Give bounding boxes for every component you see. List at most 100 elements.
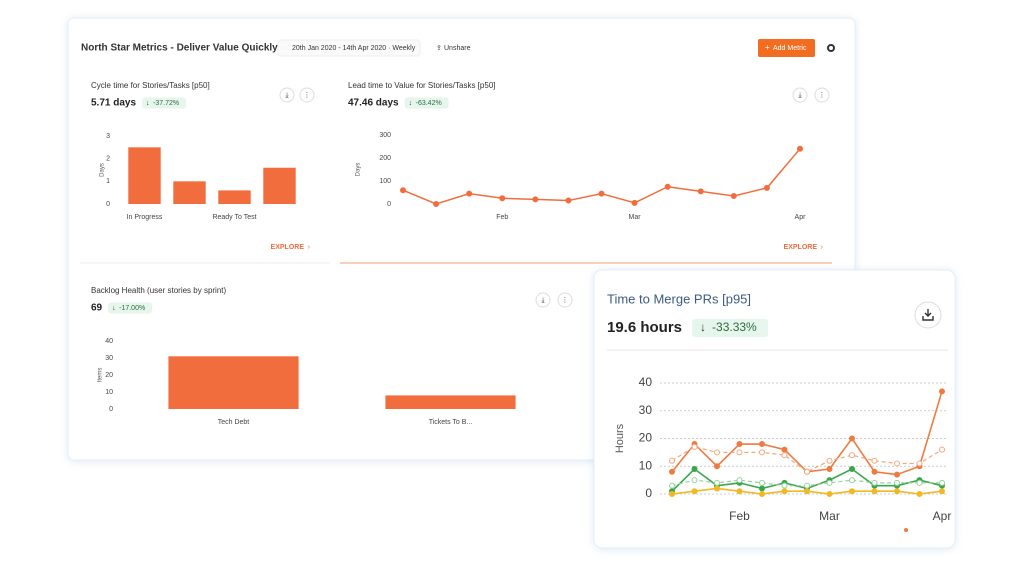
- more-button[interactable]: [814, 87, 830, 103]
- line-point: [759, 479, 765, 486]
- y-tick-label: 0: [109, 406, 113, 413]
- line-point: [631, 199, 638, 206]
- date-pill[interactable]: [277, 39, 421, 57]
- line-point: [804, 488, 810, 495]
- line-point: [871, 488, 878, 495]
- download-button[interactable]: [279, 87, 295, 103]
- settings-icon[interactable]: [827, 44, 835, 52]
- y-tick-label: 2: [106, 156, 110, 163]
- x-tick-label: Ready To Test: [212, 214, 256, 221]
- bar: [173, 181, 206, 204]
- line-point: [781, 482, 788, 489]
- line-point: [826, 466, 833, 473]
- line-point: [736, 477, 743, 484]
- line-point: [849, 477, 855, 484]
- date-range: 20th Jan 2020 - 14th Apr 2020 · Weekly: [292, 45, 416, 52]
- change-value: -33.33%: [712, 320, 757, 334]
- line-point: [759, 485, 765, 492]
- x-tick-label: Feb: [729, 509, 750, 523]
- x-tick-label: Feb: [496, 214, 508, 221]
- y-tick-label: 0: [387, 201, 391, 208]
- bar: [168, 356, 299, 409]
- panel-value: 47.46 days: [348, 98, 399, 109]
- plus-icon: +: [765, 43, 770, 52]
- line-point: [871, 479, 878, 486]
- explore-link[interactable]: EXPLORE: [271, 244, 305, 251]
- explore-link[interactable]: EXPLORE: [784, 244, 818, 251]
- line-point: [691, 488, 698, 495]
- line-point: [664, 183, 671, 190]
- y-tick-label: 30: [639, 403, 653, 417]
- line-point: [714, 485, 720, 492]
- line-point: [826, 491, 833, 497]
- line-point: [894, 460, 900, 467]
- line-point: [939, 488, 945, 495]
- more-button[interactable]: [557, 292, 573, 308]
- change-value: -17.00%: [119, 305, 145, 312]
- line-point: [849, 488, 855, 495]
- legend-dot: [904, 528, 908, 532]
- dashboard-title: North Star Metrics - Deliver Value Quick…: [81, 43, 278, 54]
- line-point: [691, 443, 698, 450]
- line-point: [691, 477, 698, 484]
- line-point: [763, 184, 770, 191]
- explore-chevron: ›: [308, 244, 311, 251]
- more-button[interactable]: [299, 87, 315, 103]
- y-tick-label: 200: [379, 155, 391, 162]
- line-point: [894, 471, 900, 478]
- line-point: [849, 452, 855, 459]
- line-point: [759, 441, 765, 448]
- download-button[interactable]: [535, 292, 551, 308]
- share-link[interactable]: Unshare: [444, 45, 471, 52]
- down-arrow: ↓: [409, 100, 413, 107]
- line-point: [736, 488, 743, 495]
- line-point: [804, 482, 810, 489]
- line-point: [714, 463, 720, 470]
- panel-title: Lead time to Value for Stories/Tasks [p5…: [348, 81, 495, 90]
- line-point: [565, 197, 572, 204]
- line-point: [466, 190, 473, 197]
- y-tick-label: 40: [639, 375, 653, 389]
- x-tick-label: Apr: [795, 214, 807, 221]
- down-arrow: ↓: [146, 100, 150, 107]
- add-metric-button[interactable]: [758, 39, 815, 57]
- line-point: [894, 488, 900, 495]
- panel-value: 69: [91, 303, 103, 314]
- y-axis-label: Items: [98, 368, 104, 383]
- line-point: [804, 468, 810, 475]
- bar: [128, 147, 161, 204]
- bar: [218, 190, 251, 204]
- download-button[interactable]: [792, 87, 808, 103]
- line-point: [781, 446, 788, 453]
- change-pill: [108, 302, 153, 314]
- x-tick-label: Tickets To B...: [429, 419, 473, 426]
- panel-title: Cycle time for Stories/Tasks [p50]: [91, 81, 210, 90]
- line-point: [669, 457, 675, 464]
- y-tick-label: 3: [106, 133, 110, 140]
- panel-value: 5.71 days: [91, 98, 136, 109]
- down-arrow: ↓: [700, 320, 706, 334]
- line-point: [849, 466, 855, 473]
- y-tick-label: 10: [105, 389, 113, 396]
- line-point: [697, 188, 704, 195]
- y-tick-label: 300: [379, 132, 391, 139]
- change-value: -37.72%: [153, 100, 179, 107]
- download-icon: [922, 309, 934, 321]
- line-point: [736, 449, 743, 456]
- panel-value: 19.6 hours: [607, 319, 682, 336]
- change-pill: [142, 97, 187, 109]
- x-tick-label: Mar: [629, 214, 642, 221]
- line-point: [598, 190, 605, 197]
- more-icon: ⋮: [304, 92, 311, 99]
- line-point: [916, 460, 923, 467]
- download-icon: ⤓: [541, 297, 544, 304]
- line-point: [781, 452, 788, 459]
- line-point: [400, 187, 406, 194]
- line-point: [939, 388, 945, 395]
- change-value: -63.42%: [416, 100, 442, 107]
- panel-title: Backlog Health (user stories by sprint): [91, 286, 227, 295]
- line-point: [669, 482, 675, 489]
- share-icon: ⇪: [436, 44, 442, 52]
